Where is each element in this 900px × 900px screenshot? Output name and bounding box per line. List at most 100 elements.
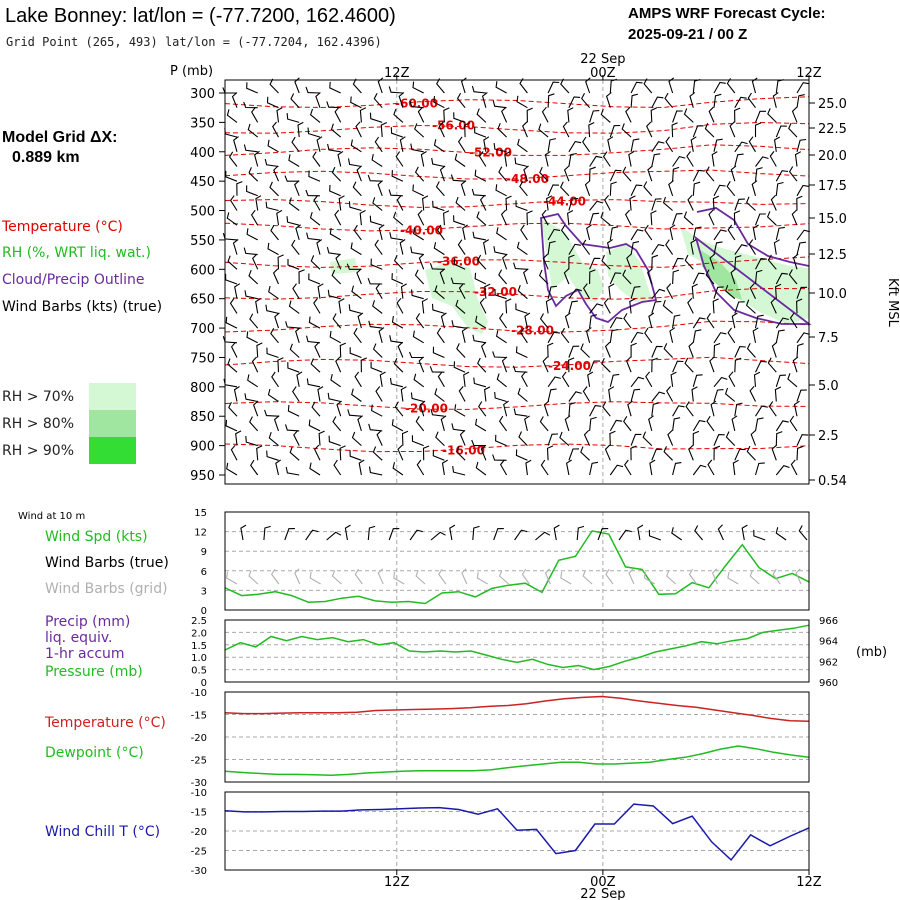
wind-barb <box>265 201 279 212</box>
wind-barb <box>545 298 552 314</box>
wind-barb <box>481 92 488 108</box>
wind-barb <box>251 356 259 373</box>
wind-barb <box>630 342 637 358</box>
wind-barb <box>474 126 487 138</box>
wind-barb <box>751 77 758 94</box>
wind-barb <box>672 213 683 226</box>
wind-barb <box>309 462 321 476</box>
wind-barb <box>296 371 303 387</box>
wind-barb <box>275 459 282 476</box>
wind-barb <box>273 415 280 432</box>
wind-barb <box>414 123 425 138</box>
wind-barb <box>374 239 383 255</box>
wind-barb <box>712 298 719 314</box>
wind-barb <box>651 300 662 314</box>
wind-barb <box>666 570 677 585</box>
wind-barb <box>411 289 424 300</box>
wind-barb <box>775 226 785 241</box>
wind-barb <box>672 417 681 431</box>
wind-barb <box>293 430 300 446</box>
wind-barb <box>264 409 279 417</box>
wind-barb <box>672 257 684 270</box>
wind-barb <box>412 81 424 94</box>
wind-barb <box>256 445 263 461</box>
wind-barb <box>568 402 576 417</box>
wind-barb <box>435 431 445 446</box>
wind-barb <box>431 303 445 314</box>
wind-barb <box>455 299 466 314</box>
wind-barb <box>287 404 300 417</box>
wind-barb <box>587 371 594 387</box>
wind-barb <box>475 461 487 476</box>
wind-barb <box>671 122 678 138</box>
wind-barb <box>505 298 512 314</box>
wind-barb <box>729 121 736 138</box>
wind-barb <box>388 189 403 197</box>
wind-barb <box>454 153 466 167</box>
wind-barb <box>746 445 756 461</box>
wind-barb <box>441 459 448 476</box>
value-tick-label: -20 <box>191 733 207 744</box>
wind-barb <box>356 268 362 285</box>
wind-barb <box>464 122 471 138</box>
wind-barb <box>306 378 321 388</box>
wind-barb <box>773 239 780 255</box>
wind-barb <box>432 346 445 359</box>
wind-barb <box>589 269 596 285</box>
wind-barb <box>567 107 574 123</box>
wind-barb <box>788 269 798 285</box>
wind-barb <box>310 358 321 373</box>
isotherm-label: -20.00 <box>405 401 448 415</box>
wind-barb <box>609 169 622 182</box>
wind-barb <box>236 181 243 196</box>
isotherm-label: -56.00 <box>432 118 475 132</box>
wind-barb <box>745 299 756 314</box>
wind-barb <box>692 226 702 241</box>
wind-barb <box>734 244 748 255</box>
wind-barb <box>629 298 636 314</box>
wind-barb <box>459 430 466 446</box>
wind-barb <box>472 334 486 344</box>
wind-barb <box>243 247 258 256</box>
wind-barb <box>663 446 673 461</box>
wind-barb <box>391 316 404 329</box>
wind-barb <box>339 445 346 461</box>
wind-barb <box>408 351 424 359</box>
wind-barb <box>516 241 528 256</box>
wind-barb <box>497 122 507 138</box>
wind-barb <box>226 212 238 226</box>
wind-barb <box>225 572 238 585</box>
wind-barb <box>727 572 739 585</box>
wind-barb <box>754 462 765 476</box>
wind-chill-frame <box>224 791 810 871</box>
wind-barb <box>517 387 528 402</box>
wind-barb <box>244 290 258 300</box>
wind-barb <box>229 195 238 211</box>
wind-barb <box>796 332 810 344</box>
wind-barb <box>686 151 694 167</box>
wind-barb <box>314 444 321 461</box>
precip-accum-label: 1-hr accum <box>45 646 125 662</box>
wind-barb <box>539 416 549 432</box>
wind-barb <box>412 330 424 344</box>
cloud-outline <box>540 212 658 324</box>
wind-barb <box>358 459 365 476</box>
forecast-cycle-value: 2025-09-21 / 00 Z <box>628 26 747 43</box>
time-tick-label: 00Z <box>590 875 616 890</box>
legend-rh70-label: RH > 70% <box>2 389 74 405</box>
wind-barb <box>515 200 528 212</box>
pressure-tick-label: 950 <box>190 469 215 484</box>
wind-barb <box>568 391 582 402</box>
wind-barb <box>568 140 582 153</box>
wind-barb <box>732 459 739 476</box>
wind-barb <box>513 408 528 417</box>
wind-barb <box>568 357 575 373</box>
wind-barb <box>666 386 674 402</box>
wind-barb <box>234 283 241 299</box>
wind-barb <box>650 107 657 123</box>
wind-barb <box>752 224 759 240</box>
wind-barb <box>284 528 295 541</box>
wind-speed-label: Wind Spd (kts) <box>45 529 148 545</box>
wind-barb <box>477 254 487 270</box>
